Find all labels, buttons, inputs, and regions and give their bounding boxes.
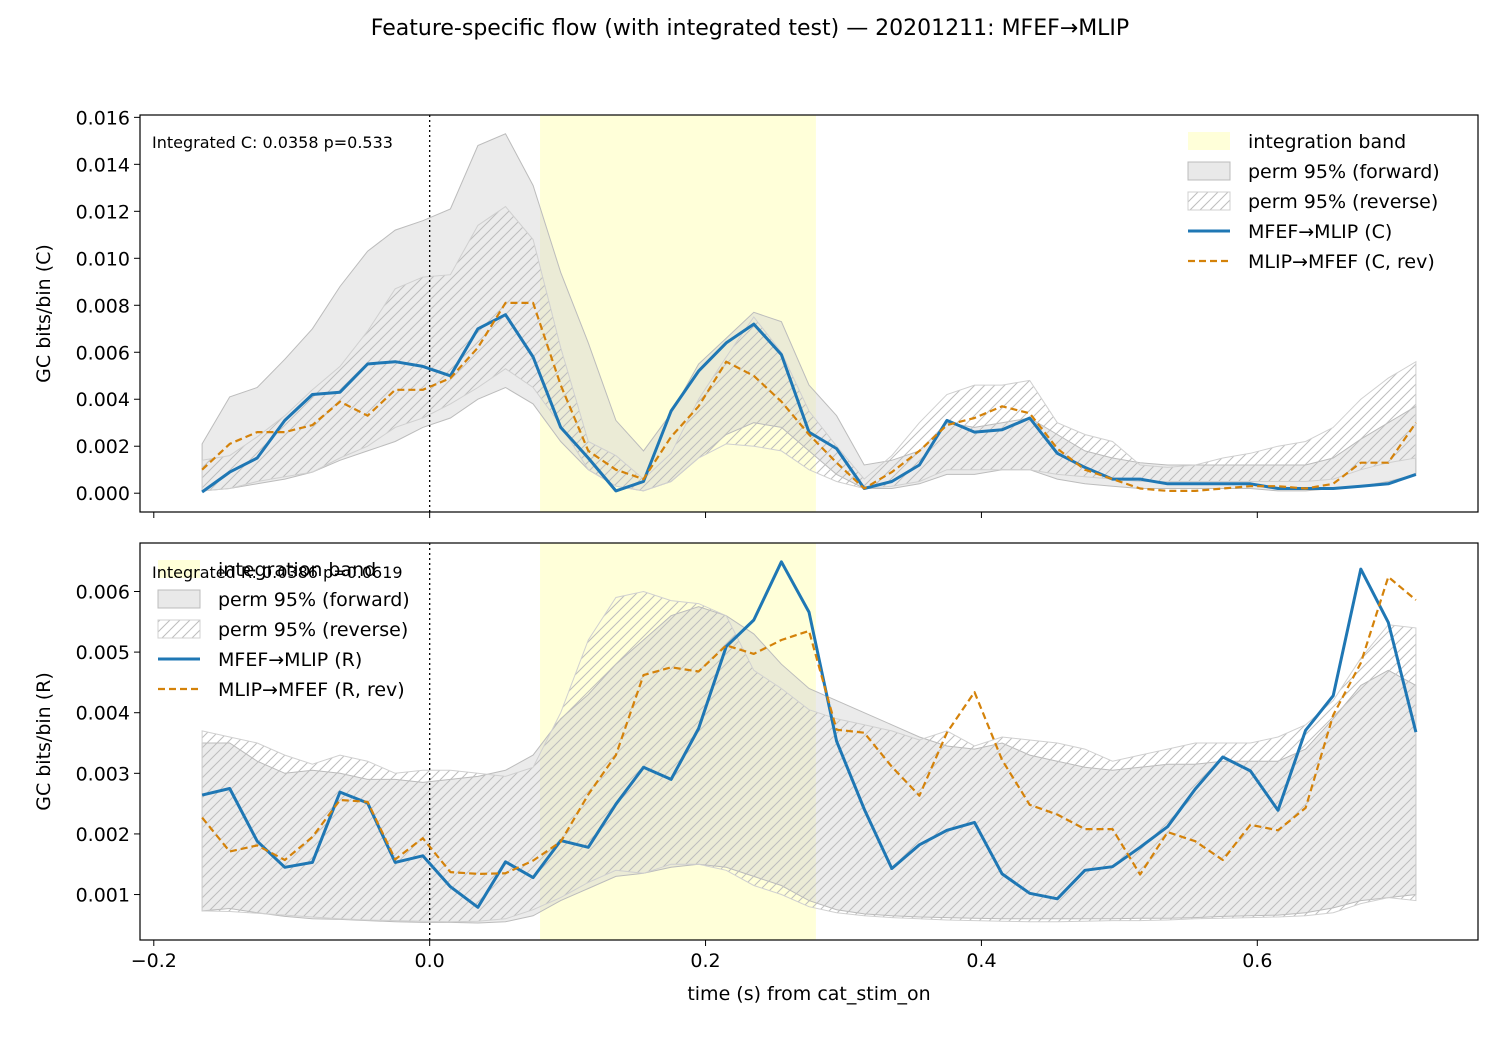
legend-label: MLIP→MFEF (C, rev) (1248, 251, 1435, 273)
y-tick-label: 0.002 (76, 436, 130, 458)
y-tick-label: 0.004 (76, 389, 130, 411)
y-tick-label: 0.005 (76, 642, 130, 664)
integrated-annotation: Integrated C: 0.0358 p=0.533 (152, 133, 393, 152)
legend: integration band perm 95% (forward) perm 9… (157, 559, 410, 701)
plot-area (201, 543, 1418, 940)
series-line-reverse (201, 301, 1417, 492)
x-axis-label: time (s) from cat_stim_on (687, 983, 930, 1005)
integrated-annotation: Integrated R: 0.0386 p=0.0619 (152, 563, 403, 582)
perm-reverse-band (201, 590, 1417, 923)
legend-label: MLIP→MFEF (R, rev) (218, 679, 405, 701)
legend-label: perm 95% (forward) (218, 589, 410, 611)
legend: integration band perm 95% (forward) perm 9… (1187, 131, 1440, 273)
y-tick-label: 0.008 (76, 295, 130, 317)
series-line-forward (201, 560, 1418, 909)
x-tick-label: 0.2 (690, 950, 720, 972)
axes-frame (139, 114, 1479, 513)
y-tick-label: 0.003 (76, 763, 130, 785)
legend-swatch-reverse (157, 619, 201, 639)
legend-swatch-forward (157, 589, 201, 609)
x-tick-label: 0.4 (966, 950, 996, 972)
y-tick-label: 0.004 (76, 703, 130, 725)
bottom-panel-r: 0.001 0.002 0.003 0.004 0.005 0.006 −0.2 0.0 0.2… (33, 542, 1479, 1005)
top-panel-c: 0.000 0.002 0.004 0.006 0.008 0.010 0.012 0.014… (33, 107, 1479, 518)
legend-label: MFEF→MLIP (R) (218, 649, 362, 671)
legend-swatch-band (1188, 132, 1230, 150)
y-tick-label: 0.012 (76, 201, 130, 223)
legend-label: integration band (1248, 131, 1406, 153)
legend-label: perm 95% (forward) (1248, 161, 1440, 183)
x-tick-label: 0.6 (1242, 950, 1272, 972)
axes-frame (139, 542, 1479, 941)
series-line-forward (201, 313, 1417, 494)
legend-label: perm 95% (reverse) (1248, 191, 1438, 213)
x-tick-label: −0.2 (131, 950, 177, 972)
legend-swatch-band (158, 560, 200, 578)
legend-label: integration band (218, 559, 376, 581)
y-tick-label: 0.002 (76, 824, 130, 846)
legend-label: perm 95% (reverse) (218, 619, 408, 641)
y-tick-label: 0.006 (76, 581, 130, 603)
legend-swatch-forward (1187, 161, 1231, 181)
plot-area (201, 115, 1417, 512)
y-tick-label: 0.014 (76, 154, 130, 176)
y-tick-label: 0.016 (76, 107, 130, 129)
y-tick-label: 0.010 (76, 248, 130, 270)
y-tick-label: 0.006 (76, 342, 130, 364)
x-tick-label: 0.0 (415, 950, 445, 972)
series-line-reverse (201, 575, 1417, 876)
figure-title: Feature-specific flow (with integrated t… (370, 16, 1130, 41)
legend-label: MFEF→MLIP (C) (1248, 221, 1392, 243)
y-tick-label: 0.000 (76, 483, 130, 505)
legend-swatch-reverse (1187, 191, 1231, 211)
y-axis-label: GC bits/bin (C) (33, 244, 55, 383)
perm-reverse-band (201, 205, 1417, 492)
y-tick-label: 0.001 (76, 885, 130, 907)
y-axis-label: GC bits/bin (R) (33, 672, 55, 811)
